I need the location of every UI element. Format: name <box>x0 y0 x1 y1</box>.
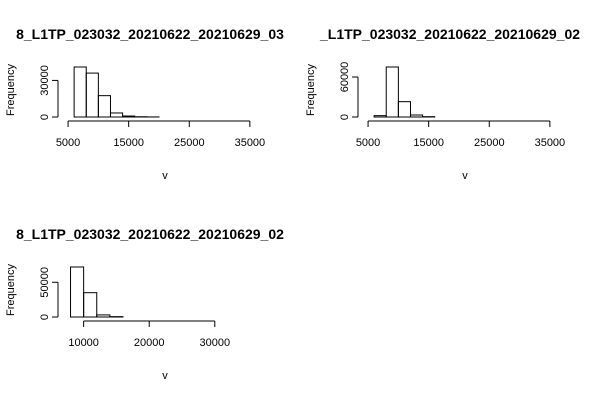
y-axis-label: Frequency <box>5 64 17 116</box>
y-tick-label: 0 <box>39 114 51 120</box>
bar <box>73 66 87 118</box>
x-tick-label: 35000 <box>535 137 566 149</box>
bar <box>373 115 387 118</box>
x-tick-label: 35000 <box>235 137 266 149</box>
chart-title: 8_L1TP_023032_20210622_20210629_03 <box>16 26 284 42</box>
bar <box>83 292 98 318</box>
chart-title: 8_L1TP_023032_20210622_20210629_02 <box>16 226 284 242</box>
panel: _L1TP_023032_20210622_20210629_02 5000 150… <box>305 26 580 182</box>
bar <box>385 66 399 118</box>
x-tick-label: 20000 <box>134 337 165 349</box>
y-tick-label: 50000 <box>39 267 51 298</box>
x-tick-label: 5000 <box>356 137 380 149</box>
x-tick-label: 25000 <box>474 137 505 149</box>
x-tick-label: 30000 <box>199 337 230 349</box>
y-tick-label: 0 <box>339 114 351 120</box>
bar <box>85 72 99 118</box>
x-tick-label: 25000 <box>174 137 205 149</box>
bar <box>70 266 85 318</box>
y-axis-label: Frequency <box>305 64 317 116</box>
panel: 8_L1TP_023032_20210622_20210629_02 10000 2… <box>5 226 284 382</box>
bar <box>109 112 124 118</box>
bar <box>97 95 111 118</box>
x-axis-label: v <box>162 370 168 382</box>
x-tick-label: 10000 <box>68 337 99 349</box>
x-tick-label: 15000 <box>413 137 444 149</box>
x-tick-label: 15000 <box>113 137 144 149</box>
bar <box>96 314 111 318</box>
y-tick-label: 60000 <box>339 62 351 93</box>
y-tick-label: 0 <box>39 314 51 320</box>
chart-title: _L1TP_023032_20210622_20210629_02 <box>319 26 580 42</box>
x-axis-label: v <box>162 170 168 182</box>
y-axis-label: Frequency <box>5 264 17 316</box>
bar <box>122 115 136 118</box>
y-tick-label: 30000 <box>39 65 51 96</box>
panel: 8_L1TP_023032_20210622_20210629_03 5000 15… <box>5 26 284 182</box>
bar <box>397 101 411 118</box>
x-tick-label: 5000 <box>56 137 80 149</box>
bar <box>409 114 424 118</box>
x-axis-label: v <box>462 170 468 182</box>
